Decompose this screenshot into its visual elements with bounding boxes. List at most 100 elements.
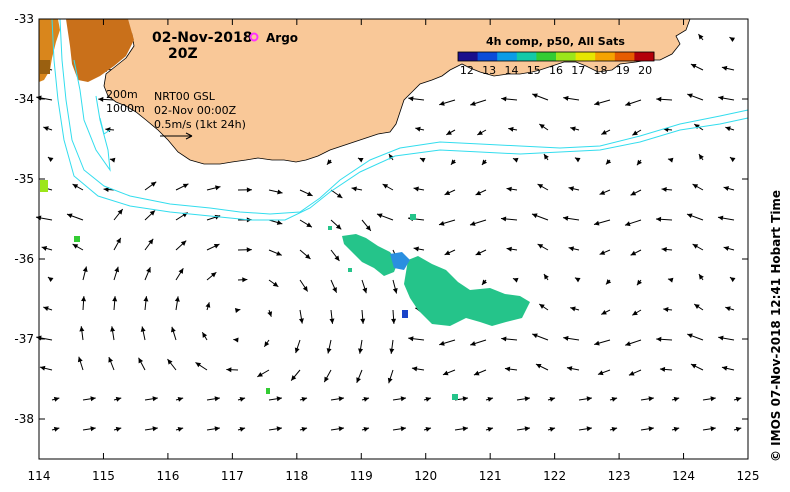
current-arrowhead [694, 304, 700, 309]
current-arrowhead [360, 318, 366, 324]
current-arrowhead [143, 296, 149, 302]
colorbar-cell [536, 52, 557, 61]
model-name: NRT00 GSL [154, 90, 216, 103]
current-arrowhead [537, 184, 544, 189]
current-arrowhead [718, 95, 724, 101]
map-date: 02-Nov-2018 [152, 30, 253, 46]
current-arrowhead [444, 250, 451, 255]
current-arrowhead [574, 157, 581, 163]
current-arrowhead [246, 247, 252, 253]
current-arrowhead [301, 426, 308, 432]
current-arrowhead [150, 181, 157, 187]
x-tick-label: 119 [350, 469, 373, 483]
arrow-scale-label: 0.5m/s (1kt 24h) [154, 118, 246, 131]
current-arrowhead [501, 336, 507, 342]
current-arrowhead [276, 220, 283, 225]
current-arrowhead [659, 366, 666, 372]
current-arrowhead [725, 126, 731, 132]
current-arrowhead [43, 126, 49, 132]
sst-patch-west [342, 234, 398, 276]
current-arrowhead [77, 356, 83, 363]
sst-dot [348, 268, 352, 272]
x-tick-label: 116 [156, 469, 179, 483]
current-arrowhead [115, 426, 122, 432]
current-arrowhead [462, 426, 468, 432]
current-arrowhead [47, 157, 54, 163]
sst-dot [40, 180, 48, 192]
colorbar-tick-label: 14 [504, 64, 518, 77]
current-arrowhead [628, 370, 635, 376]
current-arrowhead [673, 426, 680, 432]
current-arrowhead [177, 426, 184, 432]
sst-dot [74, 236, 80, 242]
colorbar-cell [516, 52, 537, 61]
current-arrowhead [729, 277, 736, 283]
current-arrowhead [277, 189, 283, 195]
colorbar-tick-label: 15 [527, 64, 541, 77]
colorbar-cell [575, 52, 596, 61]
current-arrowhead [570, 126, 576, 132]
current-arrowhead [338, 426, 344, 432]
current-arrowhead [725, 306, 731, 312]
contour-200m [59, 18, 749, 215]
current-arrowhead [53, 396, 60, 402]
current-arrowhead [391, 318, 397, 324]
current-vector-field [35, 33, 742, 432]
current-arrowhead [326, 348, 332, 354]
current-arrowhead [182, 183, 189, 189]
current-arrowhead [215, 185, 221, 191]
current-arrowhead [170, 326, 176, 333]
contour-1000m [51, 18, 749, 221]
current-arrowhead [446, 130, 452, 135]
current-arrowhead [630, 190, 637, 196]
current-arrowhead [729, 157, 736, 163]
colorbar-cell [497, 52, 518, 61]
y-tick-label: -34 [14, 92, 34, 106]
y-tick-label: -38 [14, 412, 34, 426]
current-arrowhead [82, 266, 88, 272]
current-arrowhead [110, 326, 116, 332]
sst-warm-pixel [40, 60, 50, 74]
map-frame [38, 18, 749, 460]
current-arrowhead [537, 244, 544, 249]
y-tick-label: -37 [14, 332, 34, 346]
sst-dot [410, 214, 416, 220]
current-arrowhead [470, 341, 476, 346]
current-arrowhead [392, 287, 398, 294]
current-arrowhead [272, 281, 279, 287]
current-arrowhead [301, 396, 308, 402]
current-arrowhead [506, 186, 512, 192]
current-arrowhead [450, 159, 457, 165]
current-arrowhead [90, 426, 96, 432]
current-arrowhead [112, 296, 118, 302]
current-arrowhead [413, 186, 419, 192]
current-arrowhead [108, 357, 114, 363]
current-arrowhead [210, 272, 217, 278]
current-arrowhead [234, 308, 241, 313]
current-arrowhead [698, 34, 704, 40]
current-arrowhead [605, 159, 612, 165]
current-arrowhead [276, 396, 282, 402]
sst-patch-main [404, 256, 530, 326]
current-arrowhead [177, 396, 184, 402]
current-arrowhead [377, 213, 383, 219]
current-arrowhead [79, 326, 85, 332]
current-arrowhead [242, 277, 248, 283]
current-arrowhead [718, 335, 724, 341]
current-arrowhead [357, 157, 364, 163]
current-arrowhead [365, 225, 371, 231]
depth-label-200m: 200m [106, 88, 138, 101]
current-arrowhead [566, 366, 573, 372]
current-arrowhead [625, 101, 631, 107]
current-arrowhead [329, 318, 335, 324]
colorbar-tick-label: 17 [571, 64, 585, 77]
bathymetry-contours [51, 18, 749, 221]
current-arrowhead [264, 341, 270, 347]
current-arrowhead [648, 426, 654, 432]
colorbar-cell [614, 52, 635, 61]
current-arrowhead [276, 251, 282, 256]
sst-colorbar: 4h comp, p50, All Sats 12 13 14 15 16 17 18 19 2… [457, 35, 655, 77]
current-arrowhead [444, 190, 451, 195]
current-arrowhead [718, 215, 724, 221]
current-arrowhead [214, 396, 220, 402]
